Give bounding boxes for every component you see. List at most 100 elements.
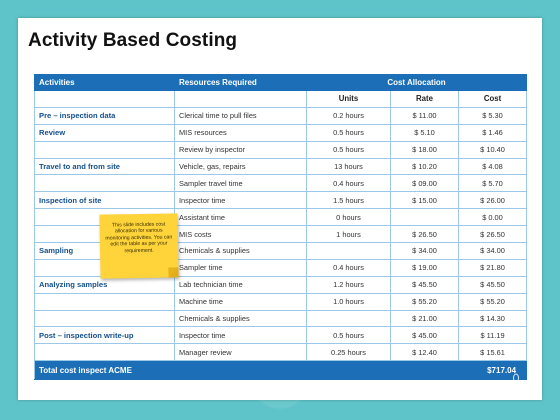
cost-cell: $ 14.30 [458, 310, 528, 328]
activity-cell: Pre – inspection data [34, 107, 175, 125]
cost-cell: $ 5.70 [458, 174, 528, 193]
activity-cell: Review [34, 124, 175, 142]
resource-cell: Assistant time [174, 208, 307, 227]
units-cell: 1.5 hours [306, 191, 391, 210]
resource-cell: MIS resources [174, 124, 307, 142]
table-header-row: Activities Resources Required Cost Alloc… [34, 74, 528, 91]
rate-cell: $ 10.20 [390, 158, 459, 176]
units-cell: 1.2 hours [306, 276, 391, 294]
table-row: Machine time 1.0 hours $ 55.20 $ 55.20 [34, 293, 528, 311]
units-cell: 1.0 hours [306, 293, 391, 311]
rate-cell: $ 55.20 [390, 293, 459, 311]
table-row: Sampler travel time 0.4 hours $ 09.00 $ 5.7… [34, 174, 528, 193]
units-cell: 0.25 hours [306, 343, 391, 362]
resource-cell: Inspector time [174, 326, 307, 345]
subheader-blank-2 [174, 90, 307, 108]
units-cell: 0.2 hours [306, 107, 391, 125]
units-cell [306, 242, 391, 260]
resource-cell: Machine time [174, 293, 307, 311]
resource-cell: Sampler travel time [174, 174, 307, 193]
activity-cell [34, 310, 175, 328]
subheader-blank-1 [34, 90, 175, 108]
cost-cell: $ 21.80 [458, 259, 528, 277]
resource-cell: MIS costs [174, 225, 307, 244]
resource-cell: Review by inspector [174, 141, 307, 159]
cost-cell: $ 1.46 [458, 124, 528, 142]
rate-cell: $ 15.00 [390, 191, 459, 210]
units-cell: 0.4 hours [306, 259, 391, 277]
total-value: $717.04 [458, 360, 528, 381]
cost-cell: $ 55.20 [458, 293, 528, 311]
cost-cell: $ 10.40 [458, 141, 528, 159]
activity-cell [34, 293, 175, 311]
subheader-rate: Rate [390, 90, 459, 108]
resource-cell: Sampler time [174, 259, 307, 277]
sticky-note: This slide includes cost allocation for … [99, 213, 179, 279]
rate-cell: $ 45.00 [390, 326, 459, 345]
units-cell [306, 310, 391, 328]
header-resources: Resources Required [174, 74, 307, 91]
table-row: Chemicals & supplies $ 21.00 $ 14.30 [34, 310, 528, 328]
table-subheader-row: Units Rate Cost [34, 90, 528, 108]
subheader-units: Units [306, 90, 391, 108]
table-row: Inspection of site Inspector time 1.5 hour… [34, 191, 528, 210]
cost-cell: $ 15.61 [458, 343, 528, 362]
units-cell: 0.5 hours [306, 326, 391, 345]
header-activities: Activities [34, 74, 175, 91]
rate-cell: $ 12.40 [390, 343, 459, 362]
rate-cell: $ 09.00 [390, 174, 459, 193]
resource-cell: Chemicals & supplies [174, 242, 307, 260]
cost-cell: $ 11.19 [458, 326, 528, 345]
cost-cell: $ 26.00 [458, 191, 528, 210]
rate-cell: $ 26.50 [390, 225, 459, 244]
cost-cell: $ 4.08 [458, 158, 528, 176]
table-row: Manager review 0.25 hours $ 12.40 $ 15.61 [34, 343, 528, 362]
rate-cell: $ 45.50 [390, 276, 459, 294]
table-row: Review MIS resources 0.5 hours $ 5.10 $ 1.46 [34, 124, 528, 142]
table-row: Sampling Chemicals & supplies $ 34.00 $ 34.… [34, 242, 528, 260]
resource-cell: Lab technician time [174, 276, 307, 294]
resource-cell: Inspector time [174, 191, 307, 210]
rate-cell [390, 208, 459, 227]
cost-cell: $ 0.00 [458, 208, 528, 227]
slide: Activity Based Costing Activities Resour… [18, 18, 542, 400]
activity-cell [34, 141, 175, 159]
rate-cell: $ 34.00 [390, 242, 459, 260]
rate-cell: $ 19.00 [390, 259, 459, 277]
rate-cell: $ 5.10 [390, 124, 459, 142]
total-label: Total cost inspect ACME [34, 360, 459, 381]
activity-cell: Inspection of site [34, 191, 175, 210]
activity-cell: Travel to and from site [34, 158, 175, 176]
table-row: Travel to and from site Vehicle, gas, rep… [34, 158, 528, 176]
slide-title: Activity Based Costing [28, 30, 238, 51]
cost-cell: $ 34.00 [458, 242, 528, 260]
resource-cell: Manager review [174, 343, 307, 362]
units-cell: 13 hours [306, 158, 391, 176]
table-row: Pre – inspection data Clerical time to pu… [34, 107, 528, 125]
subheader-cost: Cost [458, 90, 528, 108]
units-cell: 0.5 hours [306, 141, 391, 159]
rate-cell: $ 11.00 [390, 107, 459, 125]
rate-cell: $ 21.00 [390, 310, 459, 328]
resource-cell: Vehicle, gas, repairs [174, 158, 307, 176]
units-cell: 0 hours [306, 208, 391, 227]
table-row: Review by inspector 0.5 hours $ 18.00 $ 10.… [34, 141, 528, 159]
units-cell: 1 hours [306, 225, 391, 244]
cost-cell: $ 26.50 [458, 225, 528, 244]
units-cell: 0.4 hours [306, 174, 391, 193]
total-row: Total cost inspect ACME $717.04 [34, 360, 528, 381]
units-cell: 0.5 hours [306, 124, 391, 142]
resource-cell: Clerical time to pull files [174, 107, 307, 125]
table-row: Analyzing samples Lab technician time 1.2 … [34, 276, 528, 294]
activity-cell: Analyzing samples [34, 276, 175, 294]
header-cost-allocation: Cost Allocation [306, 74, 528, 91]
activity-cell: Post – inspection write-up [34, 326, 175, 345]
resource-cell: Chemicals & supplies [174, 310, 307, 328]
table-row: Post – inspection write-up Inspector time… [34, 326, 528, 345]
cost-cell: $ 45.50 [458, 276, 528, 294]
activity-cell [34, 343, 175, 362]
rate-cell: $ 18.00 [390, 141, 459, 159]
flower-decoration-icon [505, 373, 527, 395]
activity-cell [34, 174, 175, 193]
cost-cell: $ 5.30 [458, 107, 528, 125]
